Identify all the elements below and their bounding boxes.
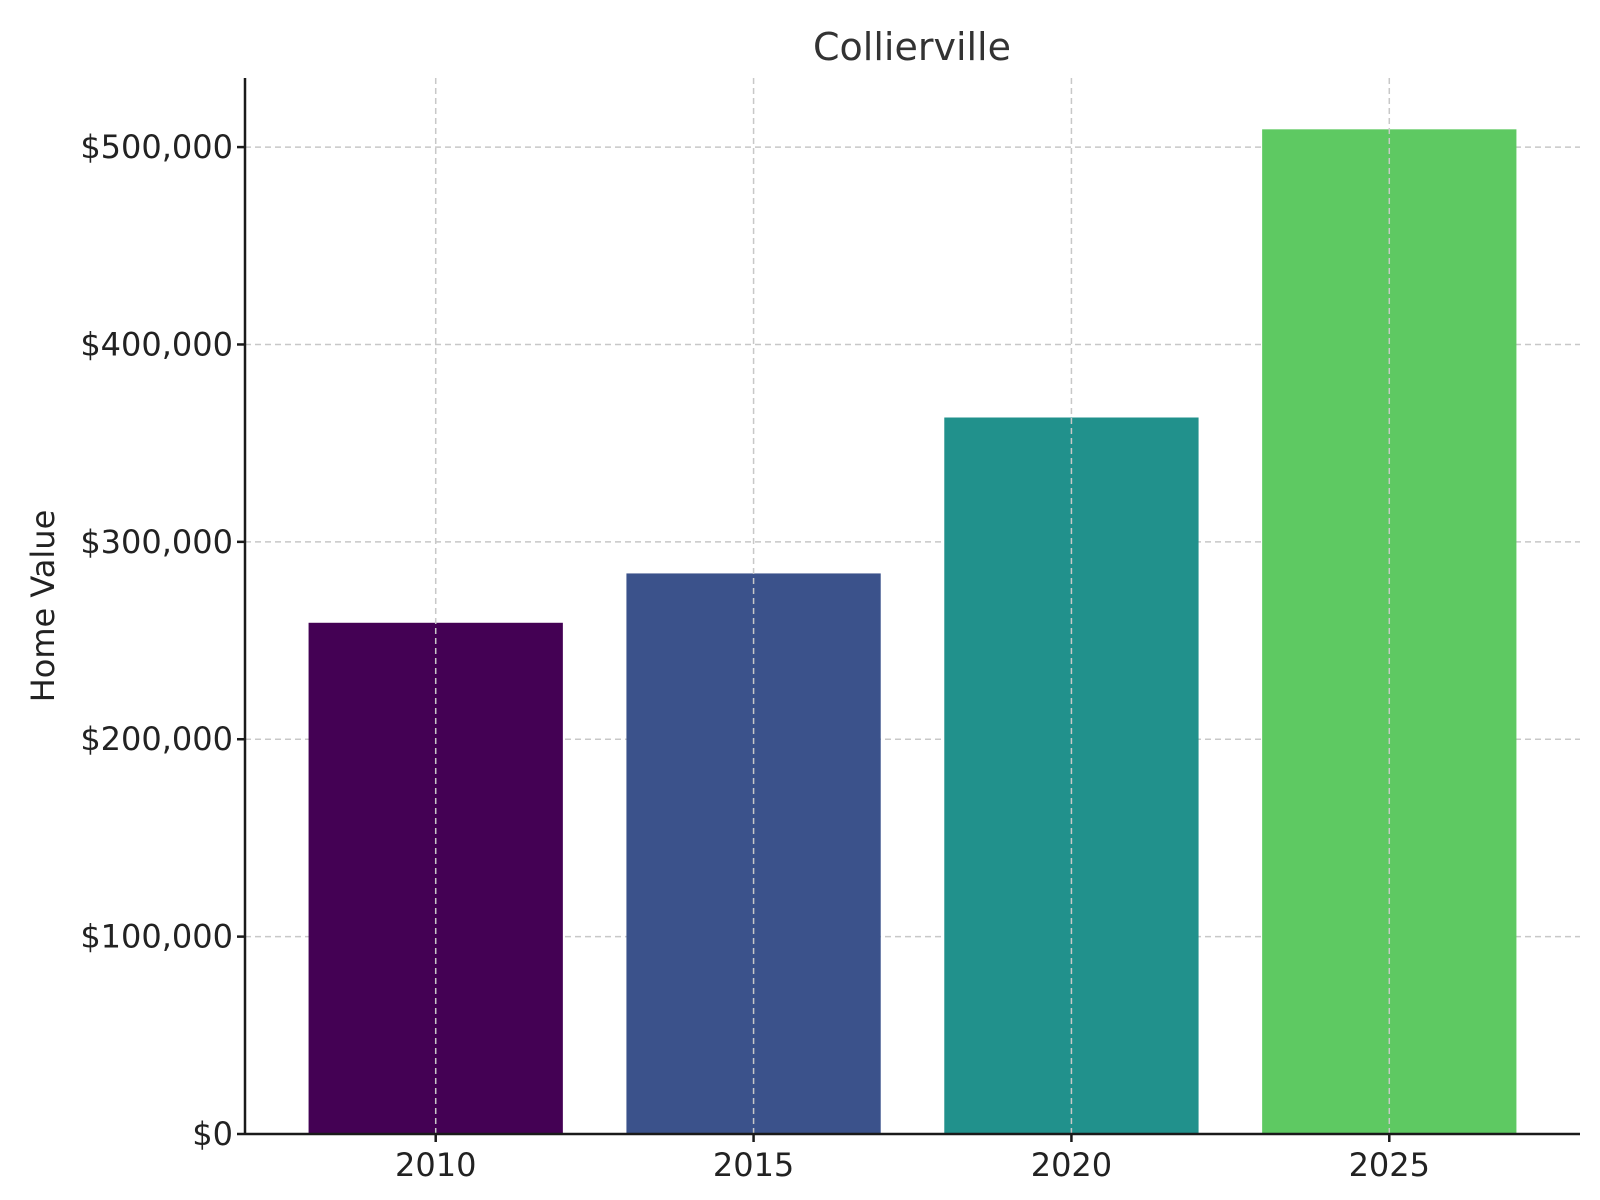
y-tick-label: $400,000 bbox=[80, 325, 233, 363]
bar-2020 bbox=[944, 417, 1199, 1135]
x-tick-label: 2010 bbox=[395, 1146, 476, 1184]
x-tick-label: 2015 bbox=[713, 1146, 794, 1184]
x-tick-labels: 2010 2015 2020 2025 bbox=[395, 1146, 1430, 1184]
y-tick-label: $0 bbox=[192, 1115, 233, 1153]
x-tick-label: 2025 bbox=[1349, 1146, 1430, 1184]
x-tick-label: 2020 bbox=[1031, 1146, 1112, 1184]
y-tick-label: $300,000 bbox=[80, 523, 233, 561]
y-tick-label: $200,000 bbox=[80, 720, 233, 758]
y-axis-label: Home Value bbox=[24, 510, 62, 703]
bar-layer bbox=[308, 129, 1517, 1135]
axis-layer bbox=[237, 78, 1580, 1142]
chart-title: Collierville bbox=[813, 25, 1011, 69]
y-tick-label: $500,000 bbox=[80, 128, 233, 166]
y-tick-labels: $0 $100,000 $200,000 $300,000 $400,000 $500,0… bbox=[80, 128, 233, 1153]
y-tick-label: $100,000 bbox=[80, 918, 233, 956]
vertical-grid-layer bbox=[434, 78, 1391, 1134]
